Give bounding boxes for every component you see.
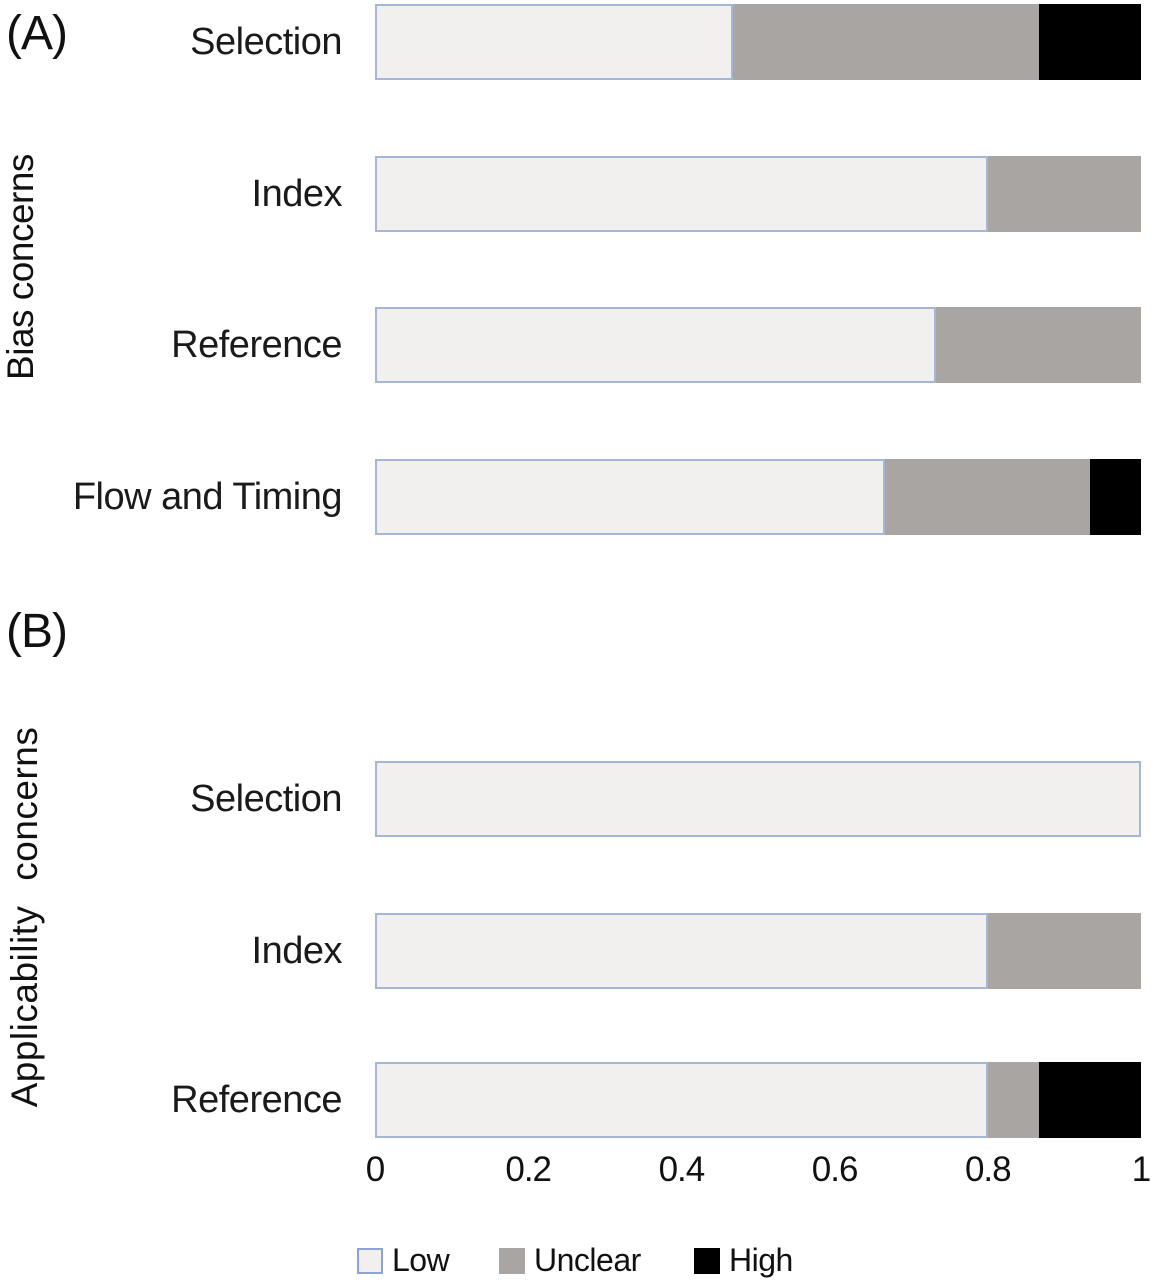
legend-item-unclear: Unclear: [499, 1242, 641, 1279]
stacked-bar-selection: [375, 761, 1141, 837]
stacked-bar-index: [375, 913, 1141, 989]
category-label-reference: Reference: [171, 1078, 342, 1121]
segment-unclear: [733, 4, 1039, 80]
segment-high: [1039, 1062, 1141, 1138]
stacked-bar-index: [375, 156, 1141, 232]
category-label-index: Index: [251, 929, 343, 972]
legend-swatch-unclear-icon: [499, 1247, 525, 1274]
segment-unclear: [988, 913, 1141, 989]
segment-low: [375, 156, 988, 232]
stacked-bar-reference: [375, 1062, 1141, 1138]
segment-low: [375, 1062, 988, 1138]
segment-unclear: [988, 1062, 1039, 1138]
segment-low: [375, 761, 1141, 837]
x-tick-label-0.6: 0.6: [811, 1150, 859, 1189]
stacked-bar-flow-and-timing: [375, 459, 1141, 535]
segment-unclear: [885, 459, 1091, 535]
legend-label-unclear: Unclear: [534, 1242, 641, 1278]
legend-label-low: Low: [392, 1242, 450, 1278]
x-tick-label-0: 0: [365, 1150, 385, 1189]
stacked-bar-reference: [375, 307, 1141, 383]
legend-swatch-low-icon: [357, 1247, 383, 1274]
segment-unclear: [936, 307, 1141, 383]
category-label-selection: Selection: [190, 20, 342, 63]
category-label-index: Index: [251, 172, 343, 215]
category-label-flow-and-timing: Flow and Timing: [72, 475, 343, 518]
x-tick-label-0.8: 0.8: [964, 1150, 1012, 1189]
panel-a-tag: (A): [6, 7, 68, 60]
segment-unclear: [988, 156, 1141, 232]
segment-high: [1090, 459, 1141, 535]
stacked-bar-selection: [375, 4, 1141, 80]
category-label-selection: Selection: [190, 777, 342, 820]
panel-b-tag: (B): [6, 605, 68, 658]
category-label-reference: Reference: [171, 323, 342, 366]
x-tick-label-1: 1: [1131, 1150, 1151, 1189]
x-tick-label-0.4: 0.4: [658, 1150, 706, 1189]
segment-low: [375, 4, 733, 80]
segment-high: [1039, 4, 1141, 80]
legend-label-high: High: [729, 1242, 793, 1278]
legend-item-low: Low: [357, 1242, 450, 1279]
legend-swatch-high-icon: [694, 1247, 720, 1274]
segment-low: [375, 913, 988, 989]
x-tick-label-0.2: 0.2: [505, 1150, 552, 1189]
legend-item-high: High: [694, 1242, 793, 1279]
segment-low: [375, 459, 886, 535]
segment-low: [375, 307, 936, 383]
